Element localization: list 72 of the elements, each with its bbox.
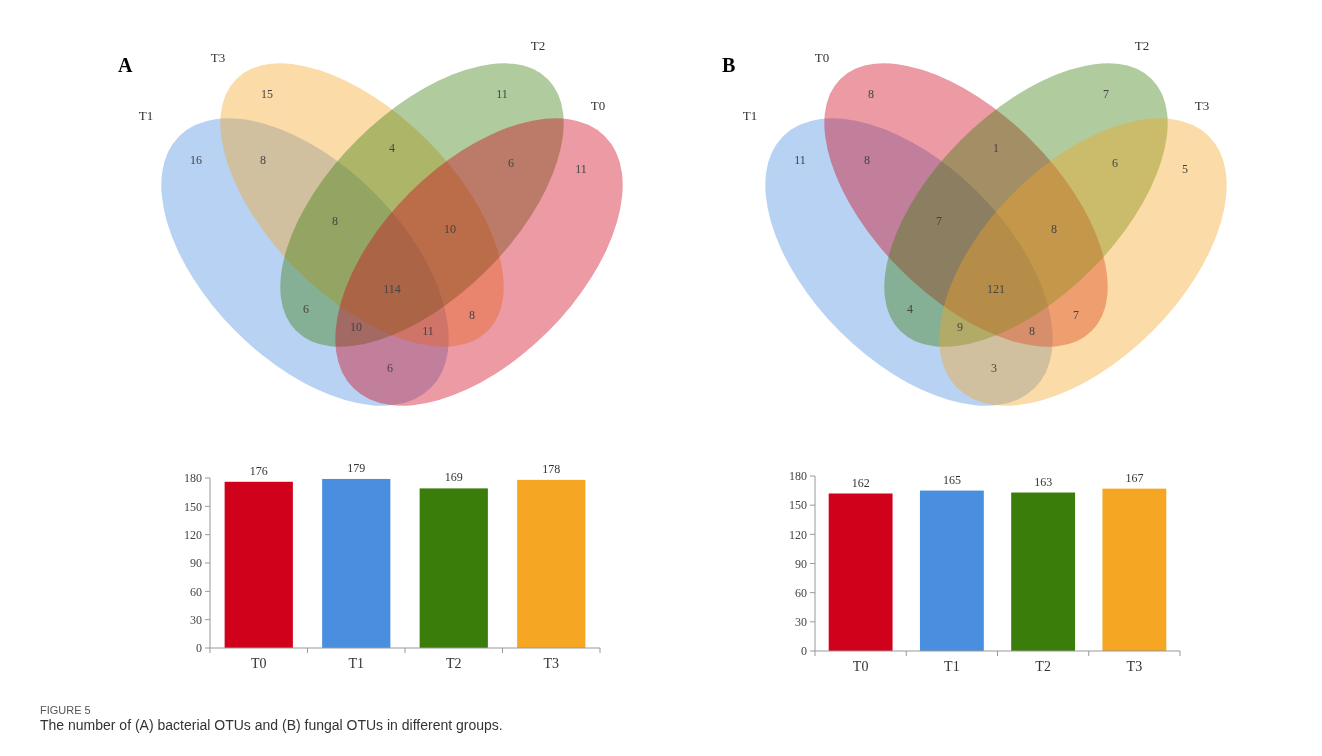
category-label: T2 (530, 38, 546, 53)
text: 114 (383, 282, 401, 297)
data-label: 165 (942, 472, 961, 487)
text: B (722, 54, 736, 76)
text: 121 (987, 282, 1005, 297)
text: 8 (332, 214, 338, 229)
text: 11 (496, 87, 508, 102)
x-tick-label: T3 (1126, 659, 1143, 674)
text: 10 (350, 320, 362, 335)
text: 11 (575, 162, 587, 177)
text: 7 (1103, 87, 1109, 102)
x-tick-label: T1 (944, 659, 960, 674)
x-tick-label: T2 (445, 656, 462, 671)
y-tick-label: 0 (801, 644, 807, 659)
category-label: T2 (1134, 38, 1150, 53)
y-tick-label: 90 (795, 556, 807, 571)
text: 4 (907, 302, 913, 317)
text: 4 (389, 141, 395, 156)
text: 16 (190, 153, 202, 168)
category-label: T1 (742, 108, 758, 123)
text: 8 (260, 153, 266, 168)
data-label: 163 (1034, 474, 1053, 489)
text: 8 (1051, 222, 1057, 237)
text: 1 (993, 141, 999, 156)
text: 3 (991, 361, 997, 376)
text: The number of (A) bacterial OTUs and (B) fungal OTUs in different groups. (40, 717, 503, 733)
y-tick-label: 90 (190, 556, 202, 571)
y-tick-label: 120 (184, 527, 202, 542)
text: 15 (261, 87, 273, 102)
text: 7 (936, 214, 942, 229)
y-tick-label: 120 (789, 527, 807, 542)
text: 8 (864, 153, 870, 168)
caption: FIGURE 5 (40, 704, 91, 716)
category-label: T3 (210, 50, 226, 65)
text: 8 (1029, 324, 1035, 339)
data-label: 176 (249, 463, 268, 478)
x-tick-label: T3 (543, 656, 560, 671)
y-tick-label: 30 (190, 612, 202, 627)
text: 9 (957, 320, 963, 335)
text: 6 (387, 361, 393, 376)
text: 10 (444, 222, 456, 237)
x-tick-label: T2 (1035, 659, 1051, 674)
x-tick-label: T0 (250, 656, 267, 671)
text: 11 (794, 153, 806, 168)
x-tick-label: T0 (852, 659, 869, 674)
text: 8 (868, 87, 874, 102)
y-tick-label: 150 (184, 499, 202, 514)
y-tick-label: 180 (789, 469, 807, 484)
y-tick-label: 0 (196, 641, 202, 656)
category-label: T3 (1194, 98, 1210, 113)
x-tick-label: T1 (348, 656, 365, 671)
data-label: 167 (1125, 470, 1144, 485)
y-tick-label: 180 (184, 471, 202, 486)
text: 6 (508, 156, 514, 171)
y-tick-label: 30 (795, 615, 807, 630)
data-label: 169 (444, 470, 463, 485)
data-label: 162 (851, 475, 870, 490)
y-tick-label: 60 (190, 584, 202, 599)
data-label: 179 (347, 460, 366, 475)
text: A (118, 54, 133, 76)
text: 5 (1182, 162, 1188, 177)
category-label: T1 (138, 108, 154, 123)
text: 8 (469, 308, 475, 323)
text: 6 (303, 302, 309, 317)
y-tick-label: 150 (789, 498, 807, 513)
text: 11 (422, 324, 434, 339)
text: 6 (1112, 156, 1118, 171)
category-label: T0 (814, 50, 830, 65)
text: 7 (1073, 308, 1079, 323)
data-label: 178 (542, 461, 561, 476)
y-tick-label: 60 (795, 585, 807, 600)
category-label: T0 (590, 98, 606, 113)
